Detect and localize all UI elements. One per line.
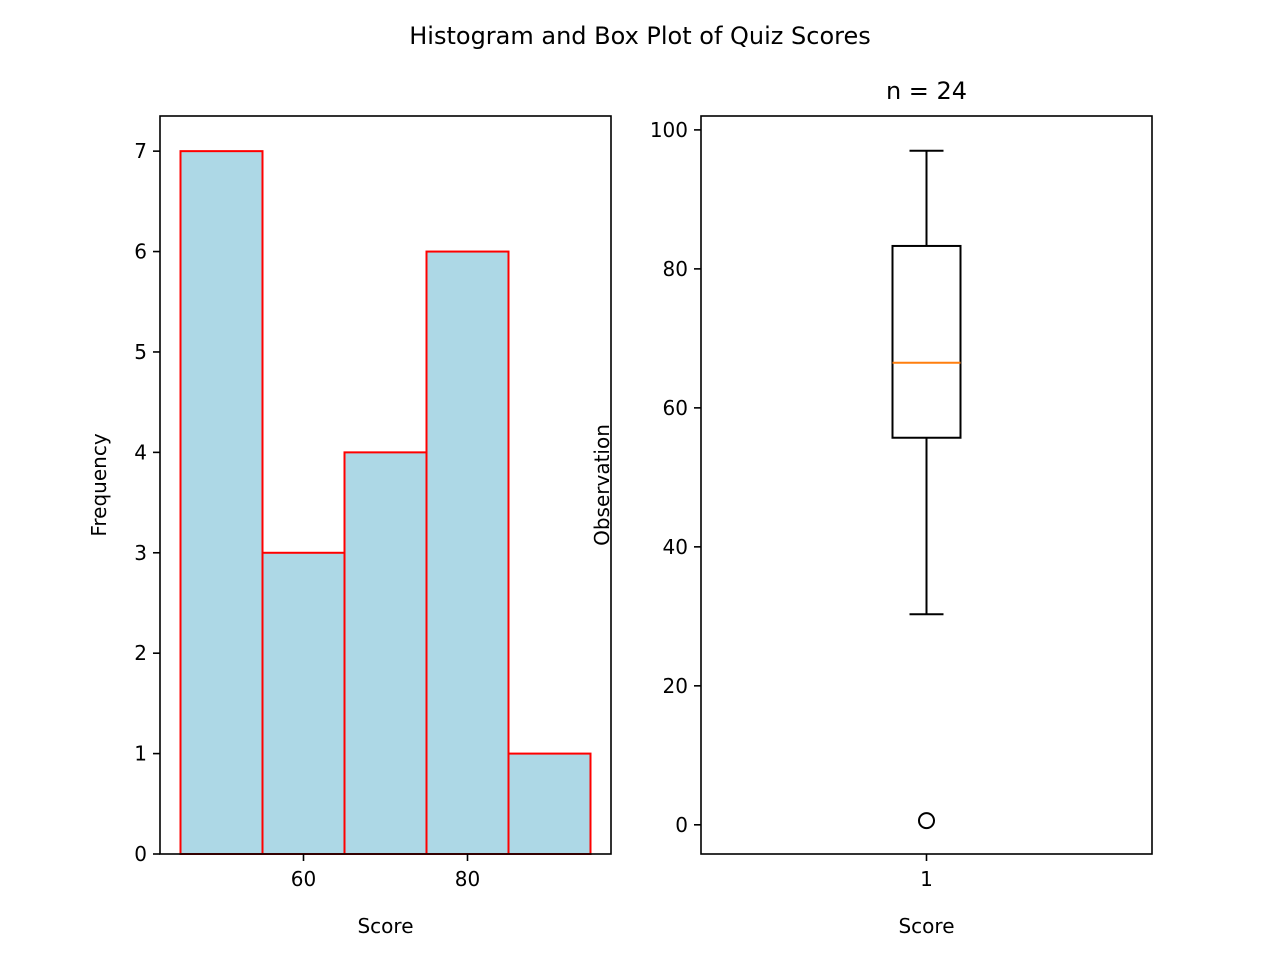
boxplot-y-axis-label: Observation (590, 424, 614, 546)
boxplot-y-tick-label: 0 (675, 813, 688, 837)
histogram-y-tick-label: 7 (134, 139, 147, 163)
histogram-y-tick-label: 6 (134, 240, 147, 264)
boxplot-y-tick-label: 20 (663, 674, 688, 698)
histogram-y-tick-label: 5 (134, 340, 147, 364)
histogram-x-tick-label: 80 (455, 867, 480, 891)
histogram-bar (261, 551, 346, 855)
boxplot-axes-frame (700, 115, 1153, 855)
boxplot-panel: n = 24 0 20 40 60 80 100 1 Score Observation (590, 77, 1153, 938)
histogram-bar (343, 451, 428, 855)
boxplot-title: n = 24 (886, 77, 967, 105)
histogram-axes-frame (159, 115, 612, 855)
histogram-x-tick-label: 60 (291, 867, 316, 891)
histogram-bar (425, 250, 510, 855)
boxplot-x-axis-label: Score (898, 914, 954, 938)
boxplot-y-tick-label: 60 (663, 396, 688, 420)
histogram-y-tick-label: 1 (134, 742, 147, 766)
histogram-x-axis: 60 80 (291, 854, 480, 891)
boxplot-x-axis: 1 (920, 854, 933, 891)
histogram-y-tick-label: 0 (134, 842, 147, 866)
histogram-bar (179, 150, 264, 855)
boxplot-outlier (918, 812, 935, 830)
boxplot-y-tick-label: 80 (663, 257, 688, 281)
histogram-y-tick-label: 4 (134, 440, 147, 464)
histogram-y-axis-label: Frequency (87, 433, 111, 536)
boxplot-x-tick-label: 1 (920, 867, 933, 891)
histogram-y-tick-label: 2 (134, 641, 147, 665)
figure-suptitle: Histogram and Box Plot of Quiz Scores (409, 22, 871, 50)
histogram-y-axis: 0 1 2 3 4 5 6 7 (134, 139, 160, 866)
histogram-bar (507, 752, 592, 856)
boxplot-y-tick-label: 40 (663, 535, 688, 559)
boxplot-marks (891, 149, 962, 830)
histogram-panel: 0 1 2 3 4 5 6 7 60 80 Score Frequency (87, 115, 612, 938)
boxplot-y-axis: 0 20 40 60 80 100 (650, 118, 701, 837)
boxplot-y-tick-label: 100 (650, 118, 688, 142)
histogram-y-tick-label: 3 (134, 541, 147, 565)
histogram-bars (179, 150, 592, 856)
histogram-x-axis-label: Score (357, 914, 413, 938)
boxplot-box (891, 244, 962, 439)
